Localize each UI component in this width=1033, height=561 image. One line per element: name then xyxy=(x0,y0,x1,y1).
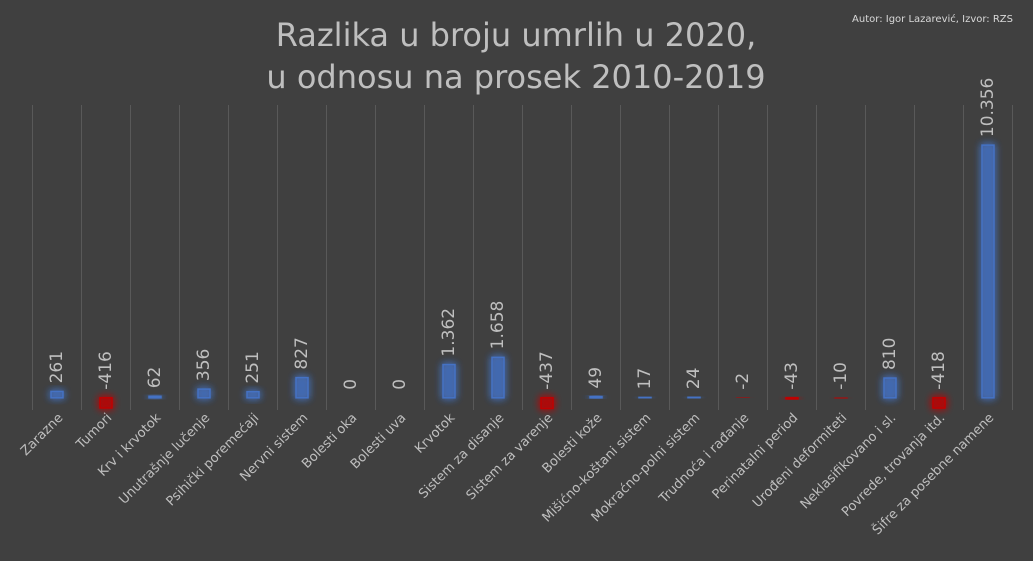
source-note: Autor: Igor Lazarević, Izvor: RZS xyxy=(852,13,1013,25)
value-label: -10 xyxy=(831,362,851,390)
value-label: 24 xyxy=(684,368,704,390)
bar xyxy=(491,356,505,399)
value-label: -43 xyxy=(782,362,802,390)
bar xyxy=(295,376,309,399)
bar xyxy=(785,397,799,400)
bar xyxy=(981,144,995,399)
bar xyxy=(932,397,946,409)
bar xyxy=(883,377,897,399)
bar xyxy=(246,390,260,399)
bar xyxy=(99,397,113,409)
value-label: 810 xyxy=(880,338,900,370)
value-label: 261 xyxy=(47,351,67,383)
bar xyxy=(540,397,554,410)
chart-title: u odnosu na prosek 2010-2019 xyxy=(266,58,765,96)
chart-title: Razlika u broju umrlih u 2020, xyxy=(276,16,757,54)
value-label: 356 xyxy=(194,349,214,381)
value-label: 1.362 xyxy=(439,308,459,357)
bar xyxy=(50,390,64,399)
value-label: 1.658 xyxy=(488,301,508,350)
value-label: -437 xyxy=(537,351,557,390)
bar xyxy=(687,396,701,399)
value-label: 10.356 xyxy=(978,78,998,137)
value-label: 251 xyxy=(243,351,263,383)
value-label: 827 xyxy=(292,337,312,369)
value-label: 62 xyxy=(145,367,165,389)
value-label: -416 xyxy=(96,351,116,390)
value-label: 0 xyxy=(390,379,410,390)
bar xyxy=(197,388,211,399)
value-label: 17 xyxy=(635,368,655,390)
bar xyxy=(589,395,603,399)
value-label: -418 xyxy=(929,351,949,390)
value-label: 0 xyxy=(341,379,361,390)
value-label: -2 xyxy=(733,373,753,390)
value-label: 49 xyxy=(586,367,606,389)
bar xyxy=(148,395,162,399)
bar xyxy=(442,363,456,399)
